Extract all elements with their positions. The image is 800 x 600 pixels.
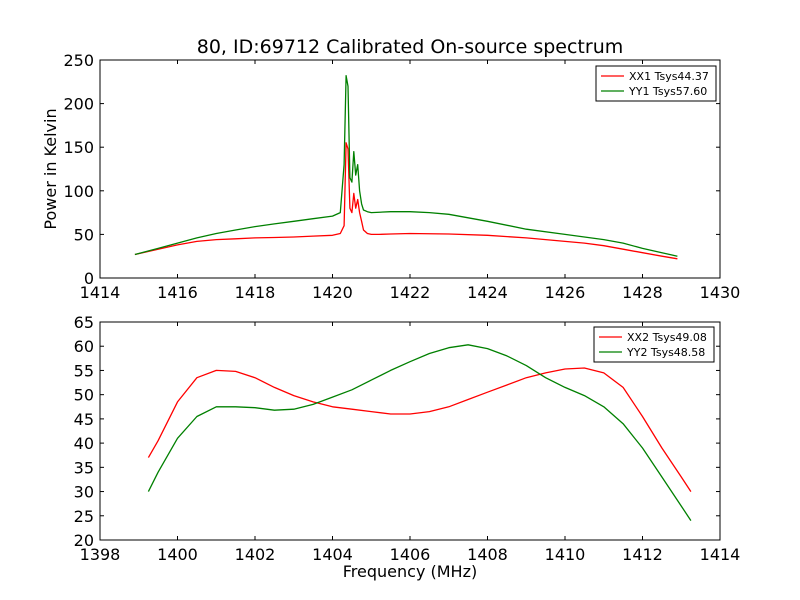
y-tick-label: 30 (74, 483, 94, 502)
legend: XX1 Tsys44.37 YY1 Tsys57.60 (595, 65, 717, 102)
y-tick-label: 25 (74, 507, 94, 526)
top-plot-panel: 1414 1416 1418 1420 1422 1424 1426 1428 1430 0 50 1… (63, 51, 740, 302)
x-tick-label: 1402 (235, 545, 276, 564)
chart-title: 80, ID:69712 Calibrated On-source spectr… (197, 36, 624, 58)
legend: XX2 Tsys49.08 YY2 Tsys48.58 (593, 326, 715, 363)
legend-box (595, 65, 717, 102)
legend-label: YY2 Tsys48.58 (626, 346, 705, 359)
x-tick-label: 1424 (467, 283, 508, 302)
series-line-yy2 (147, 344, 692, 521)
x-tick-label: 1414 (700, 545, 741, 564)
y-tick-label: 200 (63, 95, 94, 114)
x-tick-label: 1416 (157, 283, 198, 302)
y-tick-label: 150 (63, 138, 94, 157)
y-tick-label: 60 (74, 337, 94, 356)
x-tick-label: 1422 (390, 283, 431, 302)
y-tick-label: 250 (63, 51, 94, 70)
y-tick-label: 0 (84, 269, 94, 288)
x-tick-label: 1428 (622, 283, 663, 302)
y-tick-label: 50 (74, 225, 94, 244)
y-tick-label: 50 (74, 386, 94, 405)
legend-label: XX2 Tsys49.08 (627, 331, 707, 344)
y-axis-title-top: Power in Kelvin (41, 108, 60, 229)
x-axis-title-bottom: Frequency (MHz) (343, 562, 477, 581)
bottom-plot-panel: 1398 1400 1402 1404 1406 1408 1410 1412 1414 20 25… (74, 313, 741, 564)
y-tick-label: 65 (74, 313, 94, 332)
x-tick-label: 1398 (80, 545, 121, 564)
x-tick-label: 1406 (390, 545, 431, 564)
x-tick-label: 1412 (622, 545, 663, 564)
y-tick-label: 100 (63, 182, 94, 201)
series-line-yy1 (134, 75, 678, 257)
x-tick-label: 1404 (312, 545, 353, 564)
x-tick-label: 1400 (157, 545, 198, 564)
x-tick-label: 1408 (467, 545, 508, 564)
y-tick-label: 20 (74, 531, 94, 550)
x-tick-label: 1420 (312, 283, 353, 302)
legend-label: YY1 Tsys57.60 (628, 85, 707, 98)
legend-box (593, 326, 715, 363)
y-tick-label: 45 (74, 410, 94, 429)
x-tick-label: 1410 (545, 545, 586, 564)
y-tick-label: 35 (74, 458, 94, 477)
x-tick-label: 1426 (545, 283, 586, 302)
x-tick-label: 1430 (700, 283, 741, 302)
x-tick-label: 1418 (235, 283, 276, 302)
x-tick-label: 1414 (80, 283, 121, 302)
y-tick-label: 55 (74, 361, 94, 380)
legend-label: XX1 Tsys44.37 (629, 70, 709, 83)
series-line-xx1 (134, 142, 678, 260)
series-line-xx2 (147, 367, 692, 492)
y-tick-label: 40 (74, 434, 94, 453)
